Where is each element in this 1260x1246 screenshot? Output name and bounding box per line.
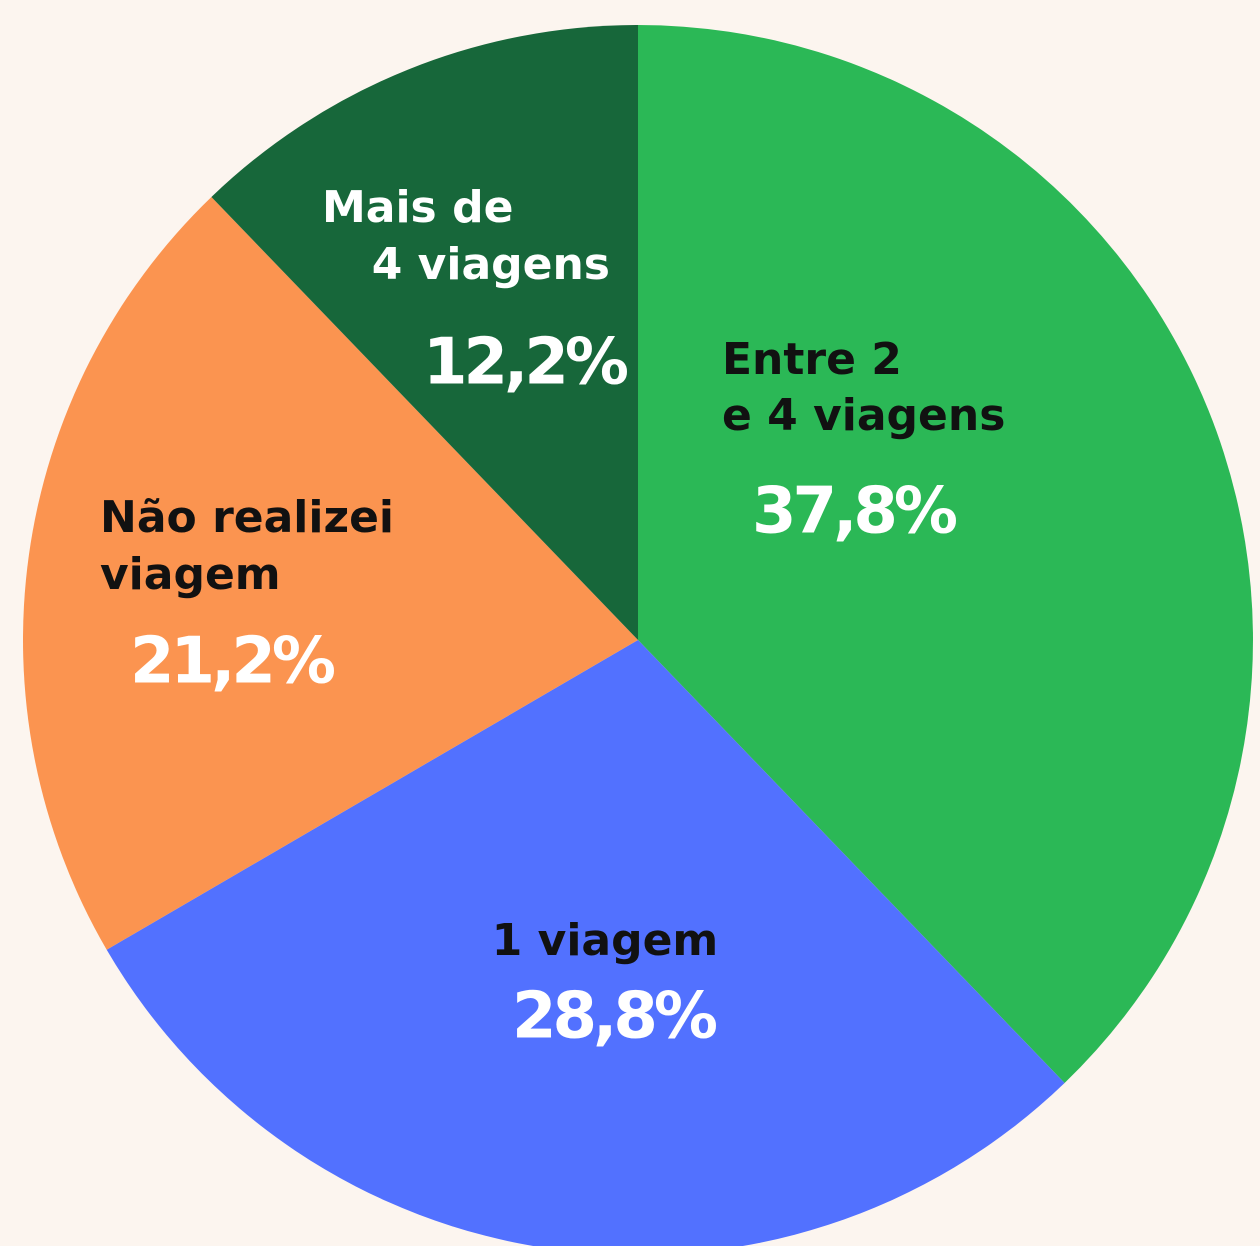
pie-slice <box>638 25 1253 1083</box>
slice-label: viagem <box>100 549 281 600</box>
slice-label: Entre 2 <box>722 334 902 385</box>
value-label: 37,8% <box>752 475 957 549</box>
slice-label: 4 viagens <box>372 239 610 290</box>
value-label: 12,2% <box>423 326 628 400</box>
value-label: 28,8% <box>512 980 717 1054</box>
pie-slice <box>211 25 639 640</box>
pie-slice <box>22 197 638 950</box>
slice-label: Não realizei <box>100 492 394 543</box>
slice-label: e 4 viagens <box>722 390 1005 441</box>
value-label: 21,2% <box>130 625 335 699</box>
pie-slice <box>106 640 1065 1246</box>
slice-label: Mais de <box>322 182 513 233</box>
slice-label: 1 viagem <box>492 915 719 966</box>
